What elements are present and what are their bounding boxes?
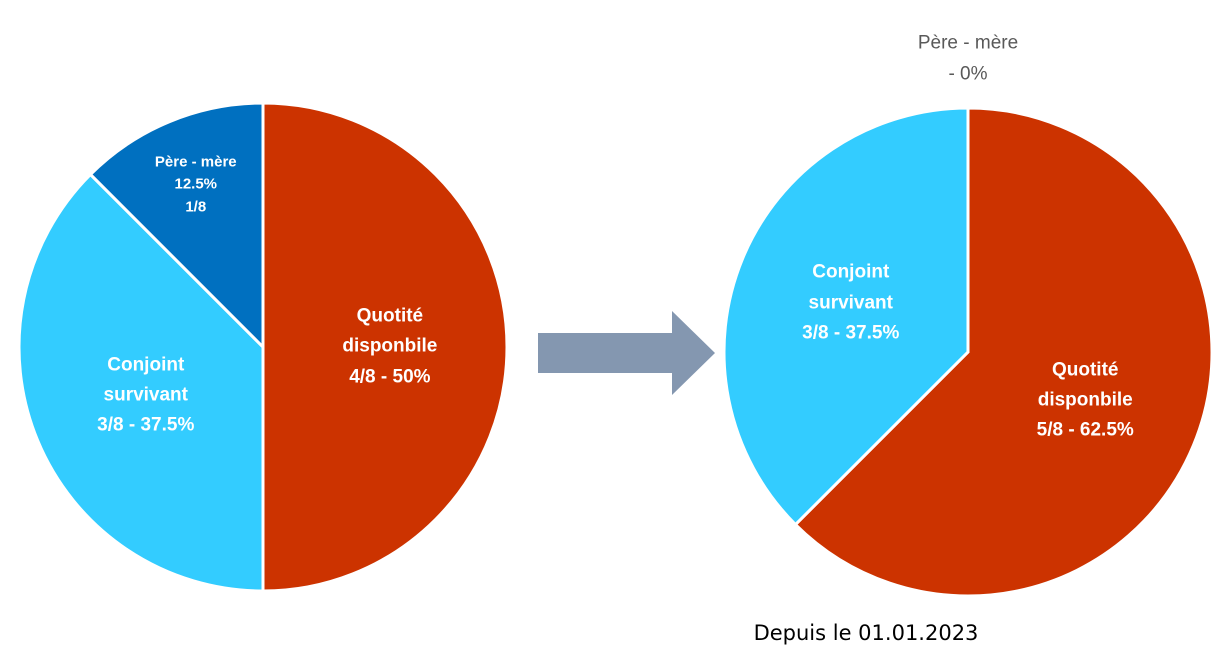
slice-value-label: 5/8 - 62.5% [1036,419,1134,441]
caption: Depuis le 01.01.2023 [753,621,979,645]
pie-slice [793,106,1214,598]
slice-value-label: 3/8 - 37.5% [97,414,195,436]
slice-label: Quotité disponbile 5/8 - 62.5% [1010,355,1160,446]
slice-label: Père - mère - 0% [893,29,1043,90]
slice-value-label: 4/8 - 50% [349,366,431,388]
slice-value-label: 12.5% 1/8 [174,175,218,215]
pie-slice [17,172,265,593]
slice-value-label: - 0% [948,63,988,85]
slice-name: Conjoint survivant [103,353,188,406]
slice-label: Quotité disponbile 4/8 - 50% [315,301,465,392]
pie-slice [722,106,970,527]
pie-slice [261,101,509,593]
arrow [538,311,715,395]
slice-name: Quotité disponbile [342,305,438,357]
slice-name: Père - mère [154,152,237,170]
slice-name: Conjoint survivant [808,261,893,314]
slice-label: Conjoint survivant 3/8 - 37.5% [71,350,221,441]
slice-value-label: 3/8 - 37.5% [802,322,900,344]
pie-slice [88,101,265,351]
slice-name: Père - mère [917,32,1019,54]
slice-name: Quotité disponbile [1037,358,1133,411]
slice-label: Conjoint survivant 3/8 - 37.5% [776,258,926,349]
slice-label: Père - mère 12.5% 1/8 [121,151,271,219]
